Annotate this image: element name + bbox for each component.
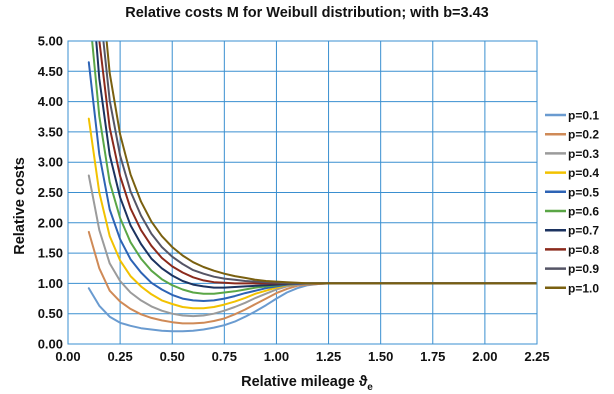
x-tick-label: 1.25: [316, 349, 341, 364]
plot-frame: [67, 40, 538, 345]
legend-label: p=0.4: [568, 166, 599, 180]
x-axis-label-subscript: e: [367, 381, 373, 393]
y-tick-label: 0.50: [38, 306, 63, 321]
y-tick-label: 4.00: [38, 94, 63, 109]
legend-label: p=0.7: [568, 224, 599, 238]
chart-title: Relative costs M for Weibull distributio…: [125, 5, 489, 21]
legend-label: p=0.1: [568, 109, 599, 123]
x-tick-label: 1.00: [264, 349, 289, 364]
legend-label: p=0.9: [568, 262, 599, 276]
y-tick-label: 0.00: [38, 337, 63, 352]
y-tick-label: 2.00: [38, 215, 63, 230]
legend-label: p=1.0: [568, 281, 599, 295]
y-tick-label: 5.00: [38, 34, 63, 49]
x-tick-label: 0.50: [160, 349, 185, 364]
y-tick-label: 2.50: [38, 185, 63, 200]
x-axis-label: Relative mileage ϑe: [0, 374, 614, 393]
x-axis-label-symbol: ϑ: [358, 374, 368, 390]
legend-label: p=0.8: [568, 243, 599, 257]
legend: p=0.1 p=0.2 p=0.3 p=0.4 p=0.5 p=0.6 p=0.7 p=0.8…: [545, 109, 599, 295]
series-lines: [87, 41, 537, 333]
y-tick-label: 3.00: [38, 155, 63, 170]
x-tick-label: 0.25: [107, 349, 132, 364]
x-tick-label: 0.00: [55, 349, 80, 364]
y-tick-label: 3.50: [38, 124, 63, 139]
y-tick-label: 1.00: [38, 276, 63, 291]
x-tick-label: 2.00: [472, 349, 497, 364]
legend-label: p=0.3: [568, 147, 599, 161]
legend-label: p=0.5: [568, 185, 599, 199]
x-tick-label: 0.75: [212, 349, 237, 364]
x-tick-label: 1.50: [368, 349, 393, 364]
x-axis-label-text: Relative mileage: [241, 374, 355, 390]
y-tick-label: 4.50: [38, 64, 63, 79]
x-tick-label: 1.75: [420, 349, 445, 364]
legend-label: p=0.2: [568, 128, 599, 142]
x-tick-label: 2.25: [524, 349, 549, 364]
series-line-10: [105, 41, 537, 285]
y-tick-labels: 0.00 0.50 1.00 1.50 2.00 2.50 3.00 3.50 4.00 4.50…: [38, 34, 63, 352]
x-tick-labels: 0.00 0.25 0.50 0.75 1.00 1.25 1.50 1.75 2.00 2.25: [55, 349, 549, 364]
legend-label: p=0.6: [568, 205, 599, 219]
y-tick-label: 1.50: [38, 246, 63, 261]
